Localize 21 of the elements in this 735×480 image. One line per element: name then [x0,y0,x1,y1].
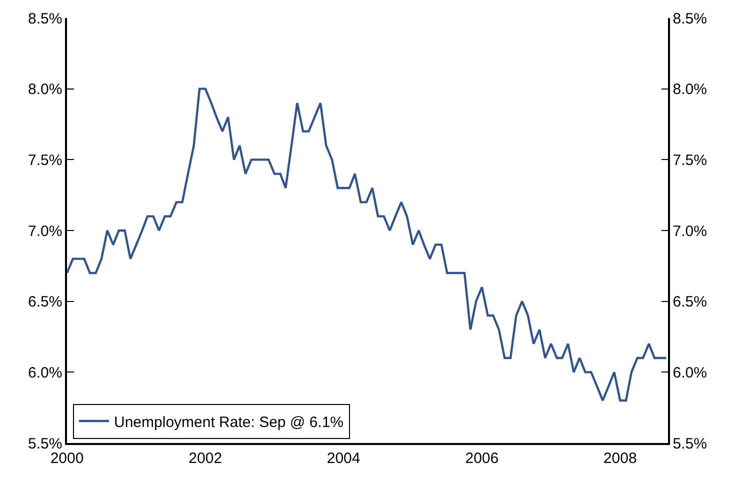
y-tick-label: 8.5% [28,10,62,28]
x-tick-label: 2002 [188,450,222,467]
y2-tick-label: 6.5% [672,294,707,311]
x-tick-label: 2004 [326,450,360,467]
y2-tick-label: 5.5% [672,435,707,452]
legend-label: Unemployment Rate: Sep @ 6.1% [114,414,344,431]
x-tick-label: 2006 [465,450,499,467]
x-tick-label: 2000 [50,450,84,467]
line-series [67,88,668,402]
y2-tick-label: 7.0% [672,222,707,240]
y-tick-label: 7.0% [28,222,62,240]
y-tick-label: 5.5% [28,435,62,452]
y-tick-label: 7.5% [28,152,62,169]
y-tick-label: 6.0% [28,364,62,382]
y2-tick-label: 6.0% [672,364,707,382]
y-tick-label: 6.5% [28,294,62,311]
x-tick-label: 2008 [603,450,637,467]
y-tick-label: 8.0% [28,81,62,98]
y2-tick-label: 8.5% [672,10,707,28]
y2-tick-label: 7.5% [672,152,707,169]
y2-tick-label: 8.0% [672,81,707,98]
